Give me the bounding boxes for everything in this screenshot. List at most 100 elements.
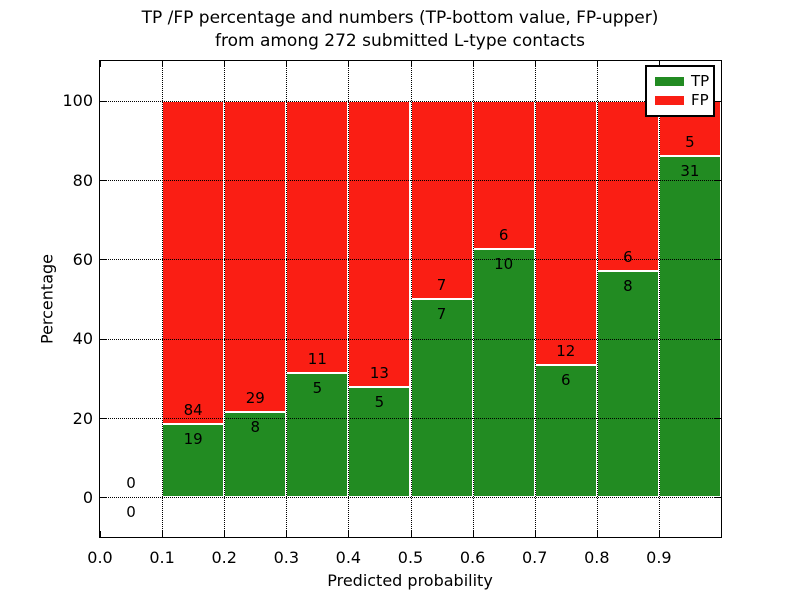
x-tick-label: 0.8 [584, 548, 610, 567]
tp-count-label: 7 [436, 305, 447, 323]
x-tick-mark-top [286, 61, 288, 67]
tp-count-label: 31 [680, 161, 700, 180]
x-tick-label: 0.6 [459, 548, 486, 567]
x-tick-mark-top [534, 61, 536, 67]
chart-title-line2: from among 272 submitted L-type contacts [214, 31, 585, 51]
x-tick-label: 0.7 [521, 548, 548, 567]
y-tick-label: 60 [72, 249, 93, 269]
x-tick-mark-top [410, 61, 412, 67]
tp-count-label: 5 [312, 379, 323, 398]
x-tick-mark-top [472, 61, 474, 67]
bar-segment-fp [224, 100, 287, 412]
x-tick-label: 0.2 [211, 548, 237, 567]
bar-segment-fp [162, 100, 225, 425]
x-tick-mark [410, 531, 412, 537]
bar-segment-tp [224, 411, 287, 498]
y-tick-mark-right [715, 180, 721, 181]
x-gridline [534, 61, 536, 537]
bar-segment-fp [348, 100, 411, 388]
tp-count-label: 5 [374, 393, 385, 412]
y-tick-mark-right [715, 497, 721, 499]
y-tick-mark [100, 497, 106, 499]
bar-segment-fp [596, 100, 659, 271]
tp-count-label: 0 [126, 503, 136, 522]
fp-count-label: 5 [685, 132, 695, 151]
fp-count-label: 7 [436, 276, 447, 294]
y-tick-mark-right [715, 100, 721, 102]
x-tick-label: 0.4 [335, 548, 362, 567]
plot-area: 0 0 84 19 29 8 11 5 13 5 7 7 6 10 12 6 6 8 5 31 [99, 60, 722, 538]
fp-count-label: 84 [183, 401, 203, 420]
x-gridline [596, 61, 598, 537]
y-tick-label: 100 [62, 91, 93, 111]
bar-segment-fp [410, 100, 473, 299]
x-tick-mark [224, 531, 226, 537]
x-tick-mark-top [100, 61, 101, 67]
x-tick-label: 0.5 [397, 548, 424, 567]
x-tick-label: 0.1 [149, 548, 175, 567]
x-tick-mark [472, 531, 474, 537]
x-tick-mark [596, 531, 598, 537]
tp-count-label: 19 [183, 430, 203, 449]
fp-count-label: 6 [498, 226, 509, 245]
x-tick-mark [658, 531, 660, 537]
x-gridline [286, 61, 288, 537]
bar-segment-tp [472, 249, 535, 498]
x-gridline [658, 61, 660, 537]
x-tick-mark-top [162, 61, 164, 67]
x-tick-label: 0.0 [87, 548, 113, 567]
legend-item-tp: TP [655, 72, 713, 91]
tp-count-label: 8 [623, 276, 633, 295]
bar-segment-tp [596, 270, 659, 498]
tp-count-label: 6 [560, 371, 571, 390]
tp-count-label: 8 [250, 417, 261, 436]
x-axis-label: Predicted probability [327, 571, 493, 590]
x-tick-mark-top [658, 61, 660, 67]
legend-swatch-fp [655, 96, 684, 105]
bar-segment-tp [410, 299, 473, 498]
fp-count-label: 12 [556, 342, 576, 361]
y-tick-label: 20 [72, 408, 93, 428]
bar-segment-fp [534, 100, 597, 366]
legend-label-fp: FP [691, 91, 709, 109]
fp-count-label: 13 [369, 364, 389, 383]
y-tick-mark-right [715, 259, 721, 261]
x-tick-mark [534, 531, 536, 537]
x-gridline [410, 61, 412, 537]
y-tick-mark [100, 418, 106, 419]
y-tick-label: 80 [72, 170, 93, 190]
bar-segment-tp [348, 387, 411, 498]
x-tick-mark-top [348, 61, 350, 67]
y-tick-mark-right [715, 338, 721, 340]
y-tick-mark-right [715, 418, 721, 419]
bar-segment-fp [286, 100, 349, 374]
legend-swatch-tp [655, 77, 684, 86]
x-gridline [224, 61, 226, 537]
chart-title-line1: TP /FP percentage and numbers (TP-bottom… [141, 8, 659, 28]
bar-segment-tp [658, 155, 721, 498]
y-tick-mark [100, 259, 106, 261]
x-tick-mark [286, 531, 288, 537]
x-tick-label: 0.3 [273, 548, 300, 567]
bar-segment-tp [534, 365, 597, 498]
x-gridline [162, 61, 164, 537]
x-tick-mark [162, 531, 164, 537]
fp-count-label: 29 [245, 388, 265, 407]
chart-title: TP /FP percentage and numbers (TP-bottom… [0, 7, 800, 53]
y-tick-label: 40 [72, 329, 93, 349]
tp-count-label: 10 [494, 255, 514, 274]
x-tick-mark [100, 531, 101, 537]
legend-label-tp: TP [691, 72, 710, 90]
legend-item-fp: FP [655, 91, 713, 110]
fp-count-label: 0 [126, 474, 136, 493]
y-tick-mark [100, 100, 106, 102]
fp-count-label: 6 [623, 247, 633, 266]
x-gridline [348, 61, 350, 537]
x-tick-mark-top [224, 61, 226, 67]
legend: TP FP [645, 65, 715, 117]
x-tick-mark [348, 531, 350, 537]
fp-count-label: 11 [307, 350, 327, 369]
y-tick-mark [100, 338, 106, 340]
x-tick-mark-top [596, 61, 598, 67]
